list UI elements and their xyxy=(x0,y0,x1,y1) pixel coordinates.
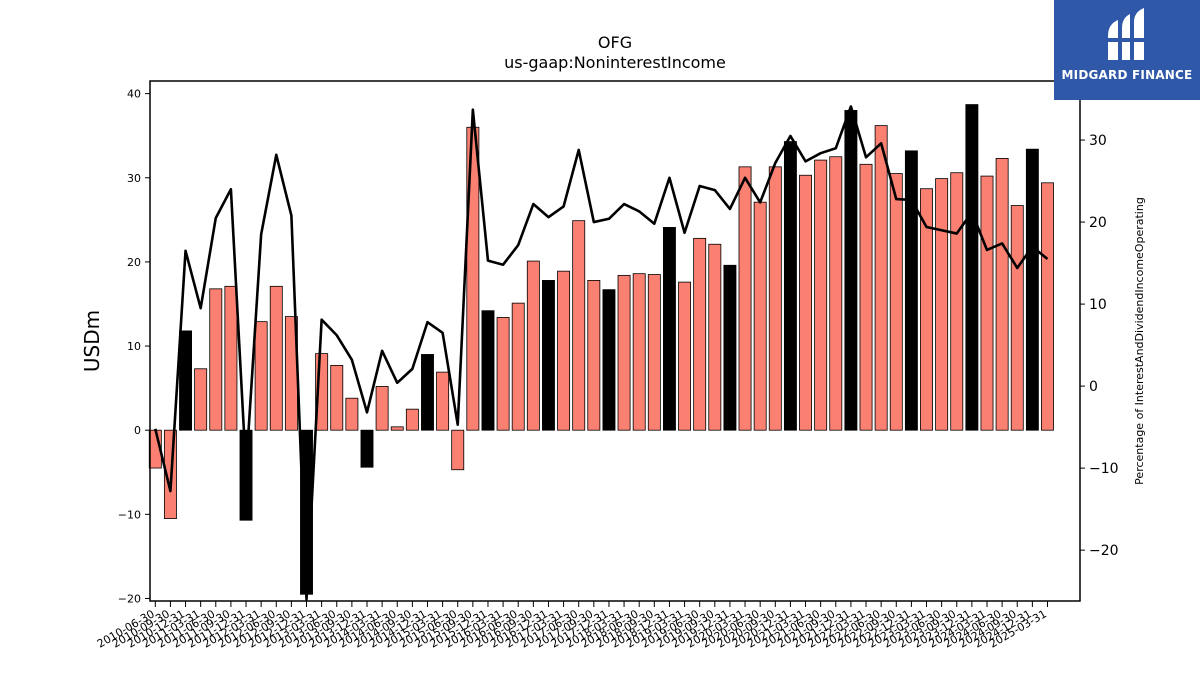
bar xyxy=(874,125,888,431)
bar xyxy=(617,274,631,431)
bar xyxy=(572,220,586,431)
bar xyxy=(390,426,404,431)
bar xyxy=(844,110,858,431)
line-series xyxy=(154,105,1049,601)
bar xyxy=(693,237,707,431)
logo-text: MIDGARD FINANCE xyxy=(1061,68,1193,82)
y2-tick-label: 30 xyxy=(1089,133,1107,149)
bar xyxy=(1041,182,1054,431)
bar xyxy=(814,159,828,431)
midgard-logo-icon xyxy=(1106,8,1146,60)
bar xyxy=(738,166,752,431)
bar xyxy=(239,429,253,521)
bar xyxy=(859,163,873,431)
bar xyxy=(209,288,223,431)
y-axis: −20 −10 0 10 20 30 40 xyxy=(118,88,150,605)
y2-tick-label: 20 xyxy=(1089,215,1107,231)
bar xyxy=(557,270,571,431)
bar xyxy=(587,280,601,431)
bar xyxy=(632,273,646,431)
y2-tick-label: 10 xyxy=(1089,297,1107,313)
bar xyxy=(768,166,782,431)
bar xyxy=(254,321,268,431)
bar xyxy=(950,172,964,431)
bar xyxy=(451,429,465,471)
bar xyxy=(405,408,419,431)
y-tick-label: 10 xyxy=(127,340,141,353)
chart-subtitle: us-gaap:NoninterestIncome xyxy=(504,53,726,72)
bar xyxy=(935,178,949,431)
bar xyxy=(829,156,843,431)
bar xyxy=(511,302,525,431)
bar xyxy=(421,354,434,431)
bar xyxy=(753,201,767,431)
bar xyxy=(269,285,283,431)
midgard-finance-logo: MIDGARD FINANCE xyxy=(1054,0,1200,100)
bar xyxy=(783,141,797,431)
bar xyxy=(980,175,994,431)
plot-frame xyxy=(149,80,1081,602)
bar xyxy=(481,310,495,431)
bar xyxy=(678,281,692,431)
y-tick-label: 0 xyxy=(134,424,141,437)
bar xyxy=(542,280,555,431)
y2-tick-label: 0 xyxy=(1089,379,1098,395)
y-axis-label: USDm xyxy=(80,310,104,372)
bar xyxy=(345,397,359,431)
bar-series xyxy=(148,104,1054,595)
bar xyxy=(708,243,722,431)
bar xyxy=(904,150,918,431)
bar xyxy=(496,317,510,431)
y2-axis: −20 −10 0 10 20 30 xyxy=(1080,133,1119,559)
bar xyxy=(647,274,661,431)
bar xyxy=(602,289,616,431)
y2-tick-label: −20 xyxy=(1089,543,1119,559)
bar xyxy=(194,368,208,431)
bar xyxy=(889,173,903,431)
bar xyxy=(965,104,979,431)
chart-title: OFG xyxy=(598,33,632,52)
y-tick-label: −20 xyxy=(118,592,141,605)
bar xyxy=(179,330,192,431)
bar xyxy=(375,386,389,431)
y-tick-label: 40 xyxy=(127,88,141,101)
bar xyxy=(723,264,737,431)
y-tick-label: 20 xyxy=(127,256,141,269)
y2-axis-label: Percentage of InterestAndDividendIncomeO… xyxy=(1133,197,1146,485)
y-tick-label: −10 xyxy=(118,508,141,521)
bar xyxy=(360,429,374,468)
bar xyxy=(330,364,344,431)
bar xyxy=(224,285,238,431)
bar xyxy=(920,188,933,431)
bar xyxy=(1010,205,1024,431)
bar xyxy=(995,158,1009,431)
y-tick-label: 30 xyxy=(127,172,141,185)
bar xyxy=(799,174,812,431)
bar xyxy=(662,227,676,431)
bar xyxy=(436,371,450,431)
x-axis: 2010-06-302010-09-302010-12-312011-03-31… xyxy=(95,601,1049,651)
y2-tick-label: −10 xyxy=(1089,461,1119,477)
bar xyxy=(526,260,540,431)
line-path xyxy=(154,105,1049,601)
bar xyxy=(1025,148,1039,431)
